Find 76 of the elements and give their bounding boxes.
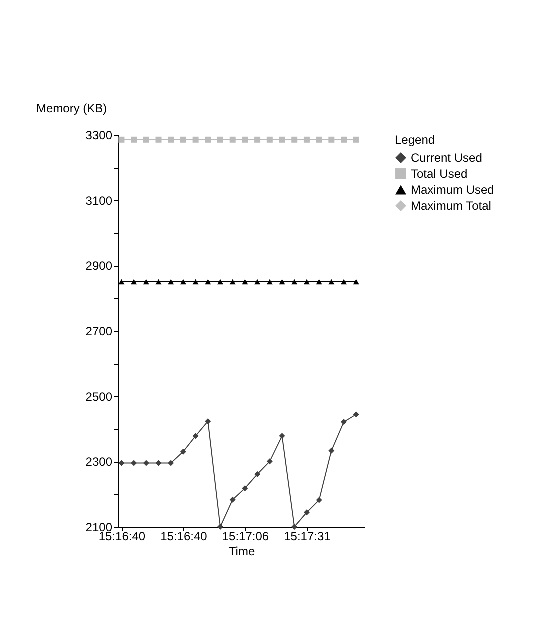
point bbox=[143, 136, 150, 143]
point bbox=[292, 279, 298, 285]
point bbox=[230, 136, 236, 143]
legend-label: Total Used bbox=[411, 167, 468, 181]
point bbox=[316, 279, 322, 285]
y-tick-label: 2700 bbox=[86, 324, 113, 338]
point bbox=[230, 279, 236, 285]
point bbox=[131, 460, 138, 466]
point bbox=[341, 419, 348, 426]
point bbox=[328, 136, 335, 143]
legend-label: Current Used bbox=[411, 151, 482, 165]
point bbox=[353, 279, 360, 285]
point bbox=[118, 136, 125, 143]
legend-label: Maximum Total bbox=[411, 199, 492, 213]
point bbox=[205, 418, 212, 424]
point bbox=[266, 279, 273, 285]
point bbox=[168, 136, 174, 143]
point bbox=[304, 136, 310, 143]
point bbox=[192, 279, 199, 285]
point bbox=[192, 136, 199, 143]
point bbox=[279, 279, 286, 285]
legend-title: Legend bbox=[395, 133, 436, 147]
point bbox=[143, 460, 150, 466]
point bbox=[254, 136, 261, 143]
point bbox=[131, 136, 138, 143]
point bbox=[118, 460, 125, 466]
point bbox=[230, 496, 236, 503]
point bbox=[341, 136, 348, 143]
point bbox=[180, 136, 186, 143]
point bbox=[328, 448, 335, 454]
point bbox=[218, 136, 224, 143]
point bbox=[279, 433, 286, 440]
point bbox=[156, 279, 162, 285]
point bbox=[156, 136, 162, 143]
point bbox=[180, 279, 186, 285]
point bbox=[266, 458, 273, 465]
point bbox=[168, 279, 174, 285]
point bbox=[341, 279, 348, 285]
point bbox=[254, 471, 261, 478]
point bbox=[143, 279, 150, 285]
y-axis-title: Memory (KB) bbox=[36, 102, 108, 116]
point bbox=[304, 279, 310, 285]
point bbox=[316, 136, 322, 143]
point bbox=[205, 279, 212, 285]
y-tick-label: 2500 bbox=[86, 390, 113, 404]
x-axis-title: Time bbox=[228, 544, 256, 558]
point bbox=[254, 279, 261, 285]
point bbox=[218, 524, 224, 530]
point bbox=[316, 497, 322, 504]
point bbox=[292, 524, 298, 530]
point bbox=[353, 412, 360, 418]
point bbox=[304, 510, 310, 516]
point bbox=[131, 279, 138, 285]
point bbox=[292, 136, 298, 143]
point bbox=[180, 448, 186, 455]
x-tick-label: 15:17:31 bbox=[284, 530, 332, 544]
x-tick-label: 15:16:40 bbox=[160, 530, 208, 544]
legend-label: Maximum Used bbox=[411, 183, 494, 197]
y-tick-label: 2900 bbox=[86, 259, 113, 274]
point bbox=[192, 433, 199, 440]
x-tick-label: 15:17:06 bbox=[222, 530, 270, 544]
y-tick-label: 3100 bbox=[86, 194, 113, 208]
point bbox=[242, 485, 248, 492]
y-tick-label: 3300 bbox=[86, 128, 113, 142]
point bbox=[118, 279, 125, 285]
point bbox=[156, 460, 162, 466]
point bbox=[279, 136, 286, 143]
point bbox=[353, 136, 360, 143]
point bbox=[328, 279, 335, 285]
point bbox=[218, 279, 224, 285]
point bbox=[205, 136, 212, 143]
point bbox=[168, 460, 174, 466]
point bbox=[266, 136, 273, 143]
y-tick-label: 2300 bbox=[86, 455, 113, 470]
point bbox=[242, 279, 248, 285]
point bbox=[242, 136, 248, 143]
